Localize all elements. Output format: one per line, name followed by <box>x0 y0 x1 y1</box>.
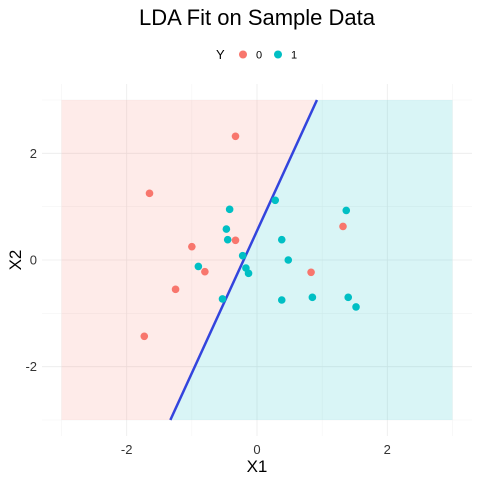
point-class-1 <box>225 205 234 214</box>
legend-label-0: 0 <box>256 50 262 62</box>
point-class-0 <box>171 285 180 294</box>
point-class-1 <box>344 293 353 302</box>
point-class-0 <box>339 222 347 231</box>
y-tick-label: 2 <box>30 146 37 161</box>
point-class-1 <box>194 262 203 271</box>
point-class-1 <box>222 225 231 233</box>
point-class-0 <box>145 189 154 198</box>
x-tick-label: 0 <box>253 442 260 457</box>
point-class-1 <box>223 235 232 244</box>
plot-points <box>140 132 360 341</box>
point-class-0 <box>140 332 149 341</box>
y-tick-labels: -2 0 2 <box>25 146 37 374</box>
y-axis-title: X2 <box>6 250 25 271</box>
legend: Y 0 1 <box>216 47 297 62</box>
x-axis-title: X1 <box>247 457 268 476</box>
plot-boundary <box>169 99 319 421</box>
x-tick-label: 2 <box>384 442 391 457</box>
point-class-1 <box>244 269 253 278</box>
legend-title: Y <box>216 47 225 62</box>
x-tick-labels: -2 0 2 <box>121 442 391 457</box>
legend-key-0 <box>239 50 247 59</box>
plot-regions <box>61 100 453 420</box>
region-class-1 <box>170 100 453 420</box>
point-class-0 <box>201 267 209 276</box>
point-class-1 <box>352 303 360 311</box>
point-class-1 <box>277 296 286 304</box>
region-class-0 <box>61 100 317 420</box>
x-tick-label: -2 <box>121 442 133 457</box>
y-tick-label: -2 <box>25 359 37 374</box>
point-class-1 <box>342 206 351 215</box>
decision-boundary-line <box>169 99 319 421</box>
point-class-1 <box>218 295 227 303</box>
point-class-1 <box>308 293 317 302</box>
point-class-1 <box>238 251 247 260</box>
point-class-0 <box>231 236 240 245</box>
point-class-0 <box>307 268 315 277</box>
y-tick-label: 0 <box>30 253 37 268</box>
point-class-1 <box>277 235 286 244</box>
legend-label-1: 1 <box>291 50 297 62</box>
chart-title: LDA Fit on Sample Data <box>139 5 376 30</box>
point-class-1 <box>284 256 293 264</box>
point-class-0 <box>188 242 196 251</box>
point-class-1 <box>271 196 280 205</box>
point-class-0 <box>231 132 240 141</box>
plot-grid <box>42 84 472 436</box>
legend-key-1 <box>274 50 282 59</box>
